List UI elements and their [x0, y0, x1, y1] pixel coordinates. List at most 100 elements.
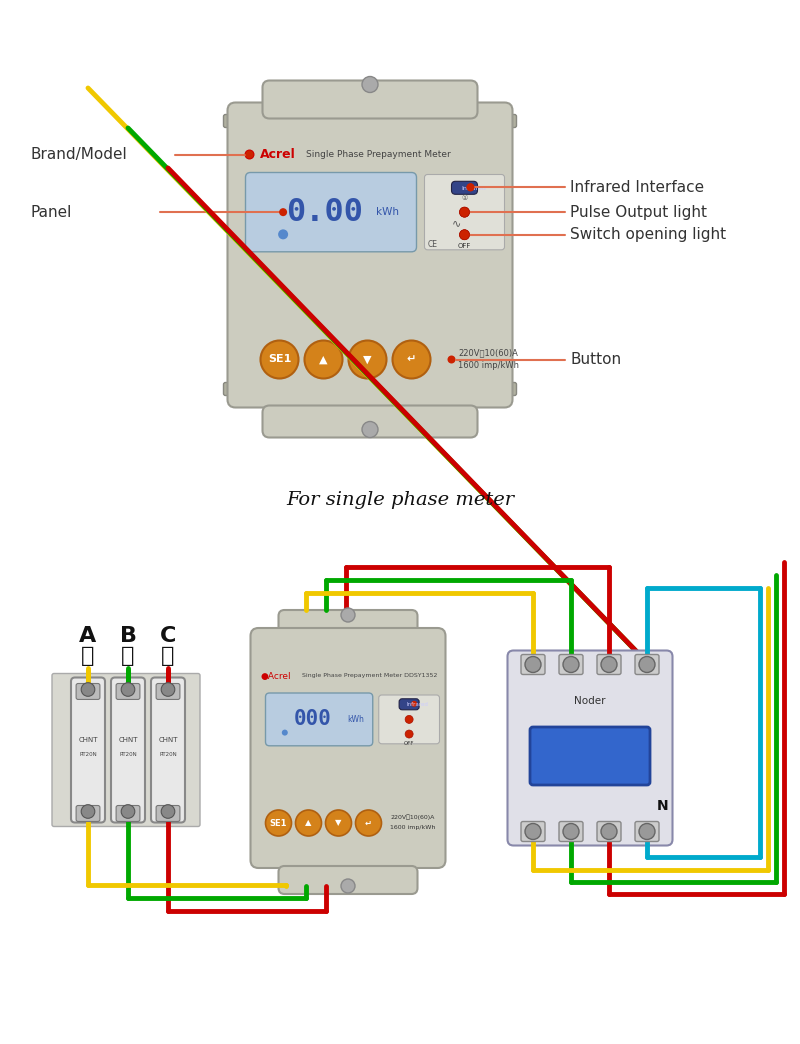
FancyBboxPatch shape	[559, 822, 583, 841]
Text: ▲: ▲	[319, 355, 328, 364]
Text: ①: ①	[462, 195, 468, 201]
Circle shape	[362, 422, 378, 437]
FancyBboxPatch shape	[559, 655, 583, 674]
Circle shape	[266, 810, 291, 836]
Circle shape	[161, 683, 175, 696]
Text: ∿: ∿	[452, 218, 461, 229]
Text: Noder: Noder	[574, 695, 606, 706]
Text: SE1: SE1	[268, 355, 291, 364]
Text: SE1: SE1	[270, 818, 287, 828]
Circle shape	[122, 805, 134, 818]
Text: Button: Button	[570, 352, 621, 367]
FancyBboxPatch shape	[156, 684, 180, 699]
FancyBboxPatch shape	[378, 695, 439, 743]
Text: OFF: OFF	[458, 243, 471, 248]
Text: kWh: kWh	[347, 715, 364, 723]
Text: ●Acrel: ●Acrel	[261, 671, 291, 681]
Circle shape	[466, 184, 474, 191]
Text: 1600 imp/kWh: 1600 imp/kWh	[390, 826, 436, 830]
Text: Switch opening light: Switch opening light	[570, 228, 726, 242]
FancyBboxPatch shape	[111, 678, 145, 823]
Circle shape	[305, 340, 342, 379]
FancyBboxPatch shape	[597, 822, 621, 841]
Circle shape	[525, 657, 541, 672]
Circle shape	[405, 715, 413, 723]
FancyBboxPatch shape	[52, 673, 200, 827]
Text: 0.00: 0.00	[286, 196, 362, 228]
Text: 220V～10(60)A: 220V～10(60)A	[458, 348, 518, 357]
Text: RT20N: RT20N	[159, 752, 177, 757]
Circle shape	[82, 683, 94, 696]
Circle shape	[326, 810, 351, 836]
FancyBboxPatch shape	[278, 867, 418, 894]
Text: Brand/Model: Brand/Model	[30, 147, 126, 162]
Text: Pulse Output light: Pulse Output light	[570, 205, 707, 219]
Text: CHNT: CHNT	[118, 737, 138, 743]
Text: ▼: ▼	[363, 355, 372, 364]
FancyBboxPatch shape	[116, 684, 140, 699]
FancyBboxPatch shape	[635, 655, 659, 674]
Text: 000: 000	[294, 710, 332, 730]
Circle shape	[525, 824, 541, 839]
Text: A: A	[79, 625, 97, 645]
Text: Panel: Panel	[30, 205, 71, 219]
Text: ↵: ↵	[365, 818, 372, 828]
FancyBboxPatch shape	[262, 80, 478, 119]
FancyBboxPatch shape	[227, 102, 513, 407]
Circle shape	[246, 150, 254, 159]
Text: Acrel: Acrel	[259, 148, 295, 161]
Circle shape	[466, 184, 474, 191]
FancyBboxPatch shape	[223, 115, 517, 127]
Circle shape	[393, 340, 430, 379]
Text: For single phase meter: For single phase meter	[286, 491, 514, 509]
Text: CHNT: CHNT	[158, 737, 178, 743]
Circle shape	[341, 608, 355, 622]
Circle shape	[349, 340, 386, 379]
Text: Infrared: Infrared	[406, 703, 428, 707]
Text: 相: 相	[162, 645, 174, 665]
Text: Infrared Interface: Infrared Interface	[570, 180, 704, 195]
Text: 相: 相	[82, 645, 94, 665]
FancyBboxPatch shape	[451, 182, 478, 194]
Circle shape	[459, 230, 470, 240]
FancyBboxPatch shape	[116, 806, 140, 822]
Circle shape	[278, 230, 288, 239]
Circle shape	[405, 730, 413, 738]
Circle shape	[601, 824, 617, 839]
FancyBboxPatch shape	[76, 684, 100, 699]
Circle shape	[295, 810, 322, 836]
FancyBboxPatch shape	[521, 822, 545, 841]
Circle shape	[601, 657, 617, 672]
Text: 相: 相	[122, 645, 134, 665]
Text: ▼: ▼	[335, 818, 342, 828]
Text: B: B	[119, 625, 137, 645]
Text: RT20N: RT20N	[119, 752, 137, 757]
FancyBboxPatch shape	[521, 655, 545, 674]
Circle shape	[639, 824, 655, 839]
FancyBboxPatch shape	[507, 650, 673, 846]
FancyBboxPatch shape	[151, 678, 185, 823]
Text: ▲: ▲	[306, 818, 312, 828]
Text: ↵: ↵	[407, 355, 416, 364]
FancyBboxPatch shape	[278, 610, 418, 640]
Circle shape	[563, 824, 579, 839]
Circle shape	[362, 76, 378, 93]
Text: Infrared: Infrared	[462, 186, 486, 191]
FancyBboxPatch shape	[266, 693, 373, 745]
Text: Single Phase Prepayment Meter: Single Phase Prepayment Meter	[306, 150, 450, 159]
Text: CHNT: CHNT	[78, 737, 98, 743]
FancyBboxPatch shape	[156, 806, 180, 822]
Circle shape	[261, 340, 298, 379]
FancyBboxPatch shape	[530, 727, 650, 785]
FancyBboxPatch shape	[246, 172, 417, 252]
FancyBboxPatch shape	[71, 678, 105, 823]
FancyBboxPatch shape	[597, 655, 621, 674]
Text: 220V～10(60)A: 220V～10(60)A	[390, 814, 435, 820]
FancyBboxPatch shape	[262, 405, 478, 437]
FancyBboxPatch shape	[399, 698, 419, 710]
FancyBboxPatch shape	[250, 628, 446, 868]
Circle shape	[563, 657, 579, 672]
FancyBboxPatch shape	[223, 382, 517, 396]
Circle shape	[639, 657, 655, 672]
FancyBboxPatch shape	[425, 174, 505, 250]
